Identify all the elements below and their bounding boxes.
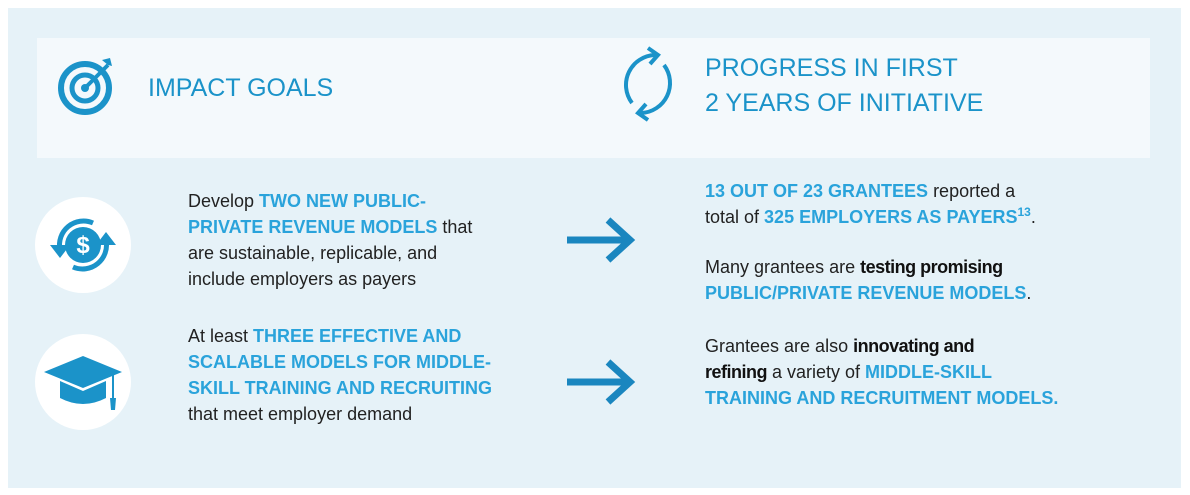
text-segment: refining — [705, 362, 767, 382]
text-line: that meet employer demand — [188, 404, 412, 424]
left-title: IMPACT GOALS — [148, 74, 333, 102]
text-segment: THREE EFFECTIVE AND — [253, 326, 461, 346]
arrow — [567, 359, 636, 405]
text-segment: PUBLIC/PRIVATE REVENUE MODELS — [705, 283, 1026, 303]
text-line: PUBLIC/PRIVATE REVENUE MODELS. — [705, 283, 1031, 303]
dollar-icon: $ — [35, 197, 131, 293]
text-segment: 13 OUT OF 23 GRANTEES — [705, 181, 928, 201]
text-line: refining a variety of MIDDLE-SKILL — [705, 362, 992, 382]
text-line: are sustainable, replicable, and — [188, 243, 437, 263]
text-line: total of 325 EMPLOYERS AS PAYERS13. — [705, 205, 1036, 227]
text-segment: that — [437, 217, 472, 237]
text-segment: TRAINING AND RECRUITMENT MODELS. — [705, 388, 1058, 408]
text-segment: MIDDLE-SKILL — [865, 362, 992, 382]
text-segment: 13 — [1017, 205, 1031, 219]
text-line: SKILL TRAINING AND RECRUITING — [188, 378, 492, 398]
text-line: PRIVATE REVENUE MODELS that — [188, 217, 472, 237]
text-segment: 325 EMPLOYERS AS PAYERS — [764, 207, 1017, 227]
text-segment: are sustainable, replicable, and — [188, 243, 437, 263]
text-line: SCALABLE MODELS FOR MIDDLE- — [188, 352, 491, 372]
text-segment: a variety of — [767, 362, 865, 382]
header-band — [37, 38, 1150, 158]
text-line: At least THREE EFFECTIVE AND — [188, 326, 461, 346]
text-segment: Many grantees are — [705, 257, 860, 277]
text-segment: testing promising — [860, 257, 1003, 277]
text-segment: . — [1026, 283, 1031, 303]
text-segment: Grantees are also — [705, 336, 853, 356]
text-segment: SCALABLE MODELS FOR MIDDLE- — [188, 352, 491, 372]
right-title: PROGRESS IN FIRST — [705, 54, 958, 82]
text-segment: total of — [705, 207, 764, 227]
text-segment: innovating and — [853, 336, 974, 356]
target-icon — [58, 58, 112, 115]
arrow — [567, 217, 636, 263]
text-segment: SKILL TRAINING AND RECRUITING — [188, 378, 492, 398]
text-segment: include employers as payers — [188, 269, 416, 289]
text-segment: . — [1031, 207, 1036, 227]
text-line: include employers as payers — [188, 269, 416, 289]
text-line: Many grantees are testing promising — [705, 257, 1003, 277]
graduation-icon — [35, 334, 131, 430]
svg-text:$: $ — [76, 232, 90, 259]
text-segment: TWO NEW PUBLIC- — [259, 191, 426, 211]
text-segment: PRIVATE REVENUE MODELS — [188, 217, 437, 237]
right-title: 2 YEARS OF INITIATIVE — [705, 89, 983, 117]
text-line: Develop TWO NEW PUBLIC- — [188, 191, 426, 211]
text-segment: At least — [188, 326, 253, 346]
text-segment: Develop — [188, 191, 259, 211]
text-segment: reported a — [928, 181, 1016, 201]
text-segment: that meet employer demand — [188, 404, 412, 424]
refresh-icon — [624, 46, 672, 122]
text-line: 13 OUT OF 23 GRANTEES reported a — [705, 181, 1016, 201]
text-line: TRAINING AND RECRUITMENT MODELS. — [705, 388, 1058, 408]
text-line: Grantees are also innovating and — [705, 336, 974, 356]
